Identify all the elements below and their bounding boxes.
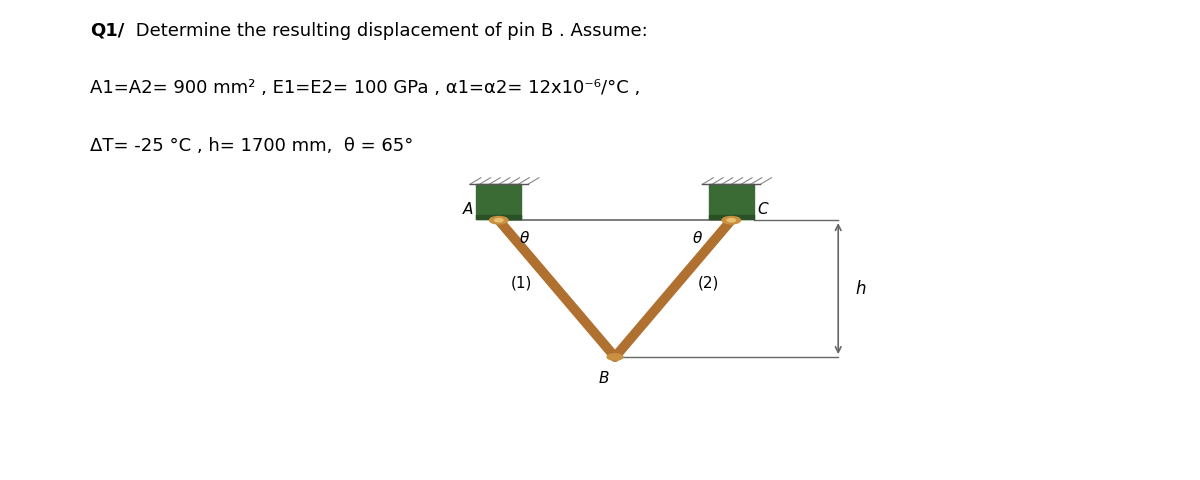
Text: A1=A2= 900 mm² , E1=E2= 100 GPa , α1=α2= 12x10⁻⁶/°C ,: A1=A2= 900 mm² , E1=E2= 100 GPa , α1=α2=…: [90, 79, 641, 97]
Text: (2): (2): [697, 276, 719, 290]
Text: (1): (1): [511, 276, 533, 290]
Bar: [709, 184, 754, 219]
Text: Q1/: Q1/: [90, 22, 125, 40]
Text: ΔT= -25 °C , h= 1700 mm,  θ = 65°: ΔT= -25 °C , h= 1700 mm, θ = 65°: [90, 137, 413, 155]
Text: B: B: [599, 371, 610, 386]
Text: Determine the resulting displacement of pin B . Assume:: Determine the resulting displacement of …: [130, 22, 647, 40]
Circle shape: [727, 218, 736, 222]
Text: h: h: [854, 279, 865, 298]
Bar: [709, 215, 754, 219]
Text: θ: θ: [692, 230, 702, 246]
Text: θ: θ: [520, 231, 528, 246]
Bar: [476, 184, 521, 219]
Circle shape: [722, 216, 740, 224]
Circle shape: [490, 216, 508, 224]
Circle shape: [494, 218, 503, 222]
Bar: [476, 215, 521, 219]
Circle shape: [607, 354, 623, 360]
Text: A: A: [462, 202, 473, 217]
Text: C: C: [757, 202, 768, 217]
